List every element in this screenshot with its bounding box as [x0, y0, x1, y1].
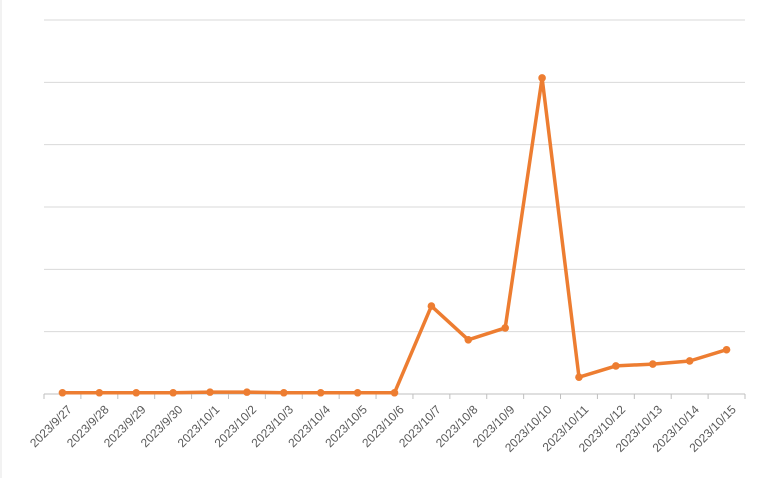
data-point: [685, 357, 694, 365]
data-point: [538, 74, 546, 82]
data-point: [316, 388, 325, 397]
data-point: [575, 373, 583, 381]
data-point: [464, 335, 473, 344]
data-point: [206, 388, 214, 396]
data-point: [427, 302, 436, 310]
data-point: [722, 345, 731, 354]
data-point: [95, 388, 104, 397]
data-point: [169, 388, 177, 397]
data-point: [280, 388, 288, 397]
data-point: [58, 388, 67, 397]
data-point: [243, 388, 251, 396]
data-point: [501, 324, 509, 332]
data-point: [353, 388, 362, 397]
series-line: [62, 76, 728, 395]
data-point: [390, 388, 399, 397]
data-point: [648, 360, 657, 368]
data-point: [612, 362, 620, 370]
data-point: [132, 388, 141, 397]
